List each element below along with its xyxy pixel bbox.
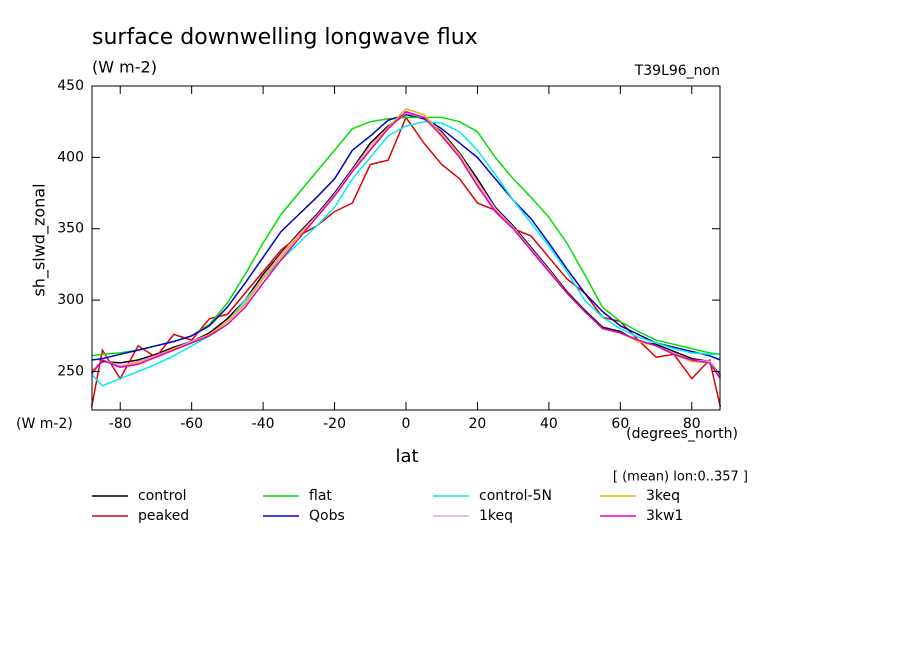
- plot-frame: [91, 85, 721, 411]
- legend-label: control-5N: [479, 488, 552, 504]
- y-axis-title: sh_slwd_zonal: [30, 183, 50, 296]
- chart-subtitle: (W m-2): [92, 58, 157, 77]
- y-axis-units: (W m-2): [16, 416, 73, 432]
- run-tag: T39L96_non: [634, 63, 720, 79]
- series-line: [91, 110, 722, 380]
- legend-label: 3kw1: [646, 508, 683, 524]
- x-tick-label: 20: [469, 416, 487, 432]
- x-axis-units: (degrees_north): [626, 426, 738, 442]
- x-tick-label: -40: [252, 416, 275, 432]
- x-tick-label: 60: [611, 416, 629, 432]
- legend-label: flat: [309, 488, 332, 504]
- plot-area: [90, 107, 722, 408]
- series-line: [90, 115, 722, 408]
- y-tick-label: 250: [57, 363, 84, 379]
- x-tick-label: 40: [540, 416, 558, 432]
- legend-label: 1keq: [479, 508, 513, 524]
- y-tick-label: 450: [57, 78, 84, 94]
- y-tick-label: 400: [57, 149, 84, 165]
- legend-label: 3keq: [646, 488, 680, 504]
- x-tick-label: 0: [402, 416, 411, 432]
- x-tick-label: -60: [180, 416, 203, 432]
- x-tick-label: -80: [109, 416, 132, 432]
- legend-label: control: [138, 488, 187, 504]
- legend-label: peaked: [138, 508, 189, 524]
- legend-label: Qobs: [309, 508, 345, 524]
- series-line: [91, 120, 721, 387]
- series-line: [91, 113, 721, 377]
- chart-title: surface downwelling longwave flux: [92, 25, 478, 50]
- x-tick-label: -20: [323, 416, 346, 432]
- x-tick-label: 80: [683, 416, 701, 432]
- series-line: [91, 116, 721, 357]
- averaging-note: [ (mean) lon:0..357 ]: [613, 470, 748, 485]
- series-line: [91, 113, 721, 361]
- y-tick-label: 300: [57, 292, 84, 308]
- x-axis-title: lat: [395, 446, 418, 467]
- y-tick-label: 350: [57, 221, 84, 237]
